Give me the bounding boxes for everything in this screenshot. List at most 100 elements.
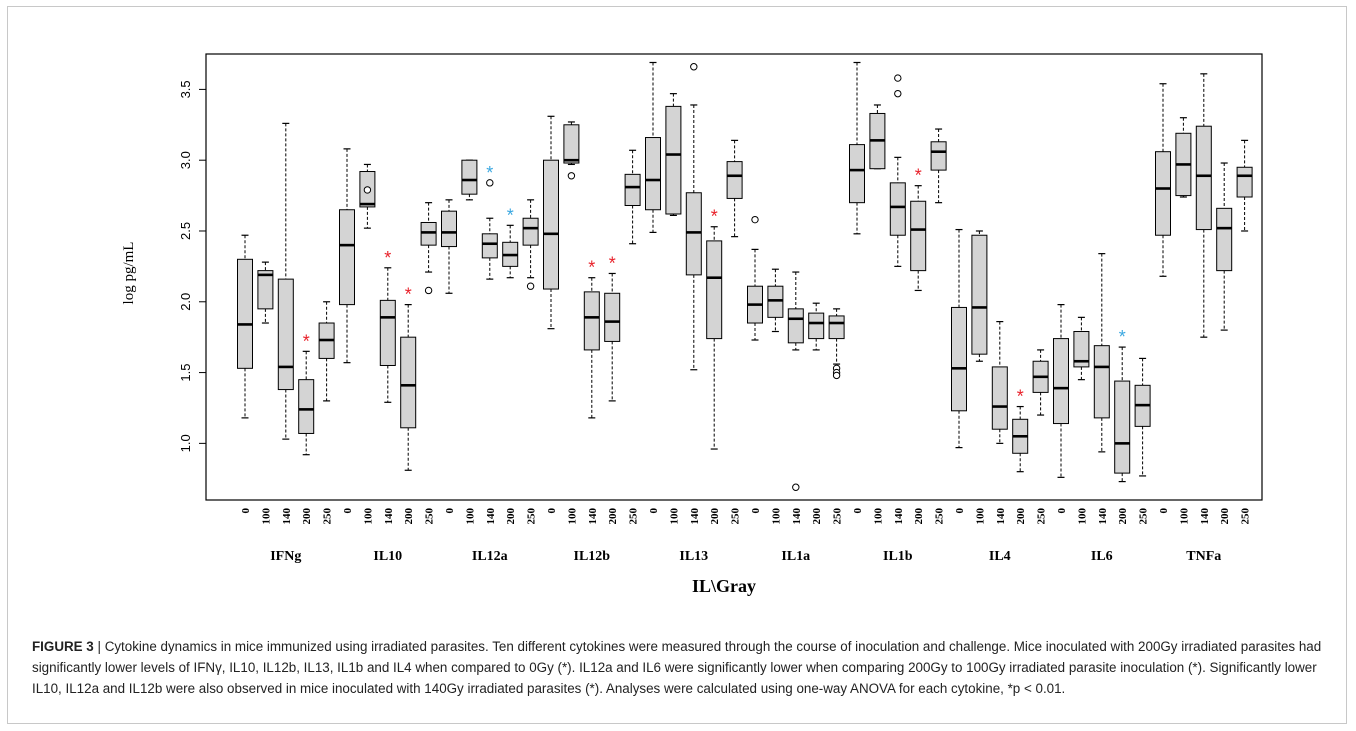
box-il6-250: 250 [1134,357,1151,525]
significance-asterisk: * [609,253,616,273]
x-tick-label-dose: 140 [281,508,293,525]
box-il1b-100: 100 [869,104,886,525]
significance-asterisk: * [303,331,310,351]
box-il10-200: * 200 [400,285,417,525]
box-group-il12b: 0 100 * 140 * 200 250 IL12b [543,115,641,564]
group-label: IL1b [883,549,913,564]
box-il13-140: 140 [685,63,702,525]
box-il13-250: 250 [726,139,743,525]
box-body [910,200,927,272]
x-tick-label-dose: 200 [1219,508,1231,525]
figure-frame: 1.0 1.5 2.0 2.5 3.0 3.5 log pg/mL 0 100 140 * 200 25… [7,6,1347,724]
x-tick-label-dose: 200 [1015,508,1027,525]
x-tick-label-dose: 200 [1117,508,1129,525]
x-tick-label-dose: 140 [1097,508,1109,525]
box-il10-140: * 140 [379,248,396,525]
x-tick-label-dose: 100 [974,508,986,525]
y-tick-label: 3.0 [178,151,193,169]
x-tick-label-dose: 200 [913,508,925,525]
box-body [889,182,906,236]
box-il1a-140: 140 [787,271,804,525]
box-il12a-250: 250 [522,199,539,525]
box-il1b-0: 0 [849,61,865,514]
box-body [849,144,865,204]
box-body [481,233,498,259]
box-il12a-0: 0 [441,199,457,514]
outlier-point [567,172,576,180]
x-tick-label-dose: 250 [832,508,844,525]
outlier-point [751,215,759,224]
x-tick-label-dose: 250 [526,508,538,525]
group-label: IL12a [472,549,508,564]
box-group-il6: 0 100 140 * 200 250 IL6 [1053,253,1151,564]
box-ifng-100: 100 [257,261,274,525]
x-tick-label-dose: 0 [342,508,354,514]
box-body [563,124,580,164]
y-axis-label: log pg/mL [121,242,137,305]
group-label: IL13 [679,549,708,564]
box-group-tnfa: 0 100 140 200 250 TNFa [1155,73,1253,564]
box-body [420,221,437,246]
box-body [828,315,845,340]
box-il12b-140: * 140 [583,258,600,525]
box-body [400,336,417,429]
box-il12a-100: 100 [461,159,478,525]
box-il12a-200: * 200 [502,205,519,525]
significance-asterisk: * [507,205,514,225]
outlier-point [424,286,433,295]
significance-asterisk: * [711,207,718,227]
box-body [787,308,804,344]
box-il13-0: 0 [645,61,661,514]
box-body [1073,331,1090,368]
box-tnfa-140: 140 [1195,73,1212,525]
x-tick-label-dose: 250 [1138,508,1150,525]
caption-label: FIGURE 3 [32,639,94,654]
x-tick-label-dose: 140 [485,508,497,525]
x-tick-label-dose: 100 [362,508,374,525]
significance-asterisk: * [486,163,493,183]
box-body [808,312,825,340]
box-body [1195,125,1212,231]
box-body [971,234,988,355]
group-label: IFNg [270,549,301,564]
significance-asterisk: * [588,258,595,278]
box-body [991,366,1008,430]
x-tick-label-dose: 100 [872,508,884,525]
x-tick-label-dose: 140 [587,508,599,525]
figure-caption: FIGURE 3 | Cytokine dynamics in mice imm… [32,636,1332,699]
box-il4-200: * 200 [1012,387,1029,525]
box-body [951,306,967,412]
x-tick-label-dose: 140 [791,508,803,525]
x-tick-label-dose: 100 [464,508,476,525]
x-tick-label-dose: 250 [934,508,946,525]
box-il6-140: 140 [1093,253,1110,525]
x-tick-label-dose: 0 [240,508,252,514]
box-group-il10: 0 100 * 140 * 200 250 IL10 [339,148,437,564]
box-body [604,292,621,342]
outlier-point [526,282,535,290]
y-tick-label: 2.5 [178,222,193,240]
significance-asterisk: * [1119,327,1126,347]
box-group-il1a: 0 100 140 200 250 IL1a [747,215,845,564]
box-group-il4: 0 100 140 * 200 250 IL4 [951,228,1049,564]
box-body [277,278,294,391]
box-body [1093,345,1110,419]
y-tick-label: 1.0 [178,434,193,452]
box-ifng-0: 0 [237,234,253,514]
y-tick-label: 1.5 [178,364,193,382]
x-tick-label-dose: 140 [893,508,905,525]
box-body [441,210,457,248]
plot-area [205,53,1263,501]
significance-asterisk: * [915,166,922,186]
box-body [298,379,315,434]
box-group-il12a: 0 100 * 140 * 200 250 IL12a [441,159,539,564]
box-tnfa-200: 200 [1216,162,1233,525]
box-body [461,159,478,195]
x-tick-label-dose: 0 [954,508,966,514]
x-tick-label-dose: 100 [1178,508,1190,525]
box-il6-100: 100 [1073,316,1090,525]
outlier-point [832,371,841,380]
group-label: IL12b [574,549,611,564]
x-tick-label-dose: 200 [811,508,823,525]
box-body [379,299,396,366]
